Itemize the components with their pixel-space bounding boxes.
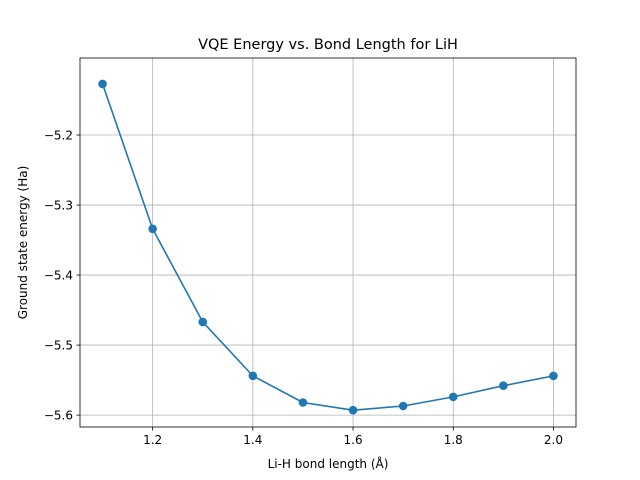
data-point — [398, 401, 408, 411]
series-line — [101, 83, 554, 411]
x-tick-label: 2.0 — [544, 433, 563, 447]
y-tick-label: −5.5 — [44, 338, 73, 352]
data-point — [499, 381, 508, 390]
x-tick-label: 1.6 — [344, 433, 363, 447]
grid — [80, 58, 576, 427]
x-tick-label: 1.4 — [243, 433, 262, 447]
data-point — [348, 405, 358, 415]
x-axis-title: Li-H bond length (Å) — [268, 456, 389, 471]
data-point — [198, 317, 208, 327]
x-tick-label: 1.2 — [143, 433, 162, 447]
data-point — [448, 392, 458, 402]
y-axis-title: Ground state energy (Ha) — [16, 166, 30, 320]
data-point — [248, 371, 258, 381]
data-point — [298, 398, 308, 407]
y-tick-label: −5.2 — [44, 128, 73, 142]
y-tick-label: −5.4 — [44, 268, 73, 282]
data-point — [148, 224, 157, 234]
series-layer — [98, 79, 558, 415]
data-point — [549, 371, 558, 381]
y-tick-label: −5.3 — [44, 198, 73, 212]
ticks: 1.2 1.4 1.6 1.8 2.0 −5.6 −5.5 −5.4 −5.3 −5.2 — [44, 128, 563, 447]
chart-title: VQE Energy vs. Bond Length for LiH — [198, 37, 458, 53]
data-point — [98, 79, 107, 89]
plot-frame — [79, 57, 577, 428]
x-tick-label: 1.8 — [444, 433, 463, 447]
y-tick-label: −5.6 — [44, 408, 73, 422]
